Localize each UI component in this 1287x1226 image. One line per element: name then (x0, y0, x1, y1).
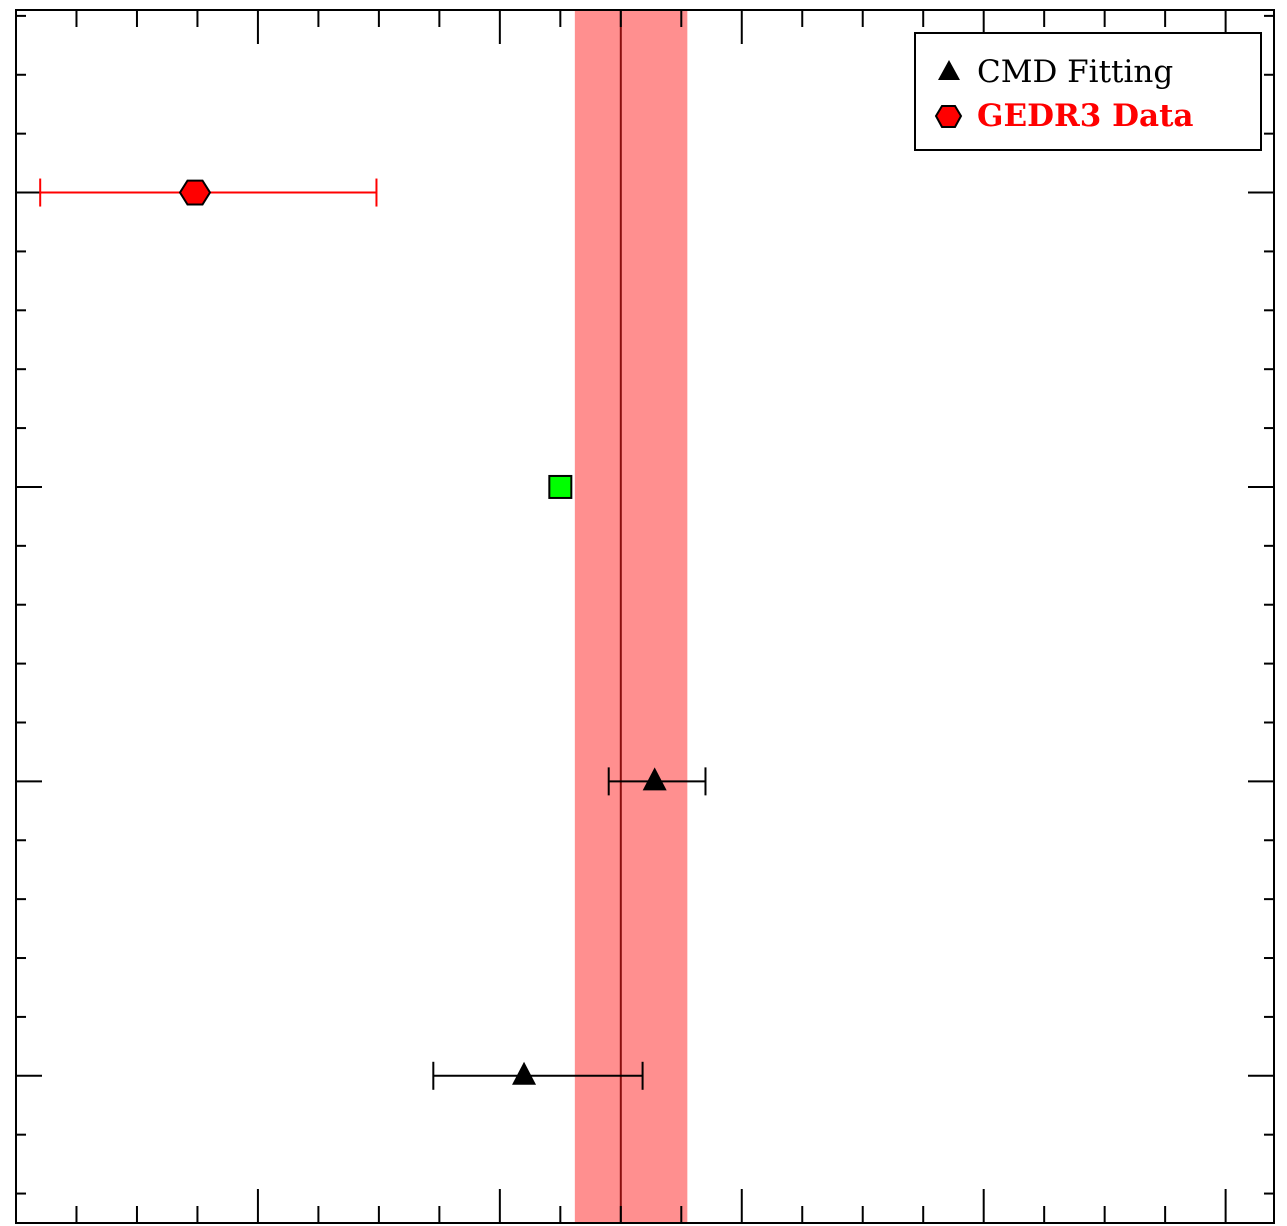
plot-frame (15, 9, 1275, 1224)
square-point (548, 474, 573, 499)
triangle-point (512, 1061, 537, 1085)
legend-box (914, 32, 1262, 151)
legend: CMD Fitting GEDR3 Data (914, 32, 1262, 151)
hexagon-point (178, 179, 212, 206)
legend-label-cmd: CMD Fitting (977, 54, 1173, 90)
legend-triangle-marker (938, 60, 960, 80)
triangle-point (642, 767, 667, 791)
legend-hexagon-marker (934, 105, 963, 128)
reference-band (574, 10, 688, 1223)
legend-label-gedr3: GEDR3 Data (977, 98, 1194, 134)
